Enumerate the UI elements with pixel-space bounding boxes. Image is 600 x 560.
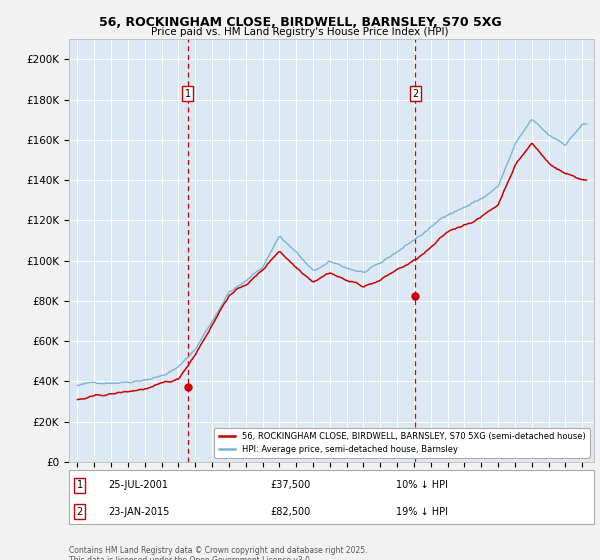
Text: 1: 1 — [77, 480, 83, 491]
Text: £37,500: £37,500 — [270, 480, 310, 491]
Text: 2: 2 — [77, 507, 83, 517]
Text: 19% ↓ HPI: 19% ↓ HPI — [396, 507, 448, 517]
Text: 25-JUL-2001: 25-JUL-2001 — [108, 480, 168, 491]
Text: Price paid vs. HM Land Registry's House Price Index (HPI): Price paid vs. HM Land Registry's House … — [151, 27, 449, 37]
Text: 23-JAN-2015: 23-JAN-2015 — [108, 507, 169, 517]
Text: 10% ↓ HPI: 10% ↓ HPI — [396, 480, 448, 491]
Text: 56, ROCKINGHAM CLOSE, BIRDWELL, BARNSLEY, S70 5XG: 56, ROCKINGHAM CLOSE, BIRDWELL, BARNSLEY… — [98, 16, 502, 29]
Text: Contains HM Land Registry data © Crown copyright and database right 2025.
This d: Contains HM Land Registry data © Crown c… — [69, 546, 367, 560]
Legend: 56, ROCKINGHAM CLOSE, BIRDWELL, BARNSLEY, S70 5XG (semi-detached house), HPI: Av: 56, ROCKINGHAM CLOSE, BIRDWELL, BARNSLEY… — [214, 428, 590, 458]
Text: 1: 1 — [185, 88, 191, 99]
Text: 2: 2 — [412, 88, 418, 99]
Text: £82,500: £82,500 — [270, 507, 310, 517]
